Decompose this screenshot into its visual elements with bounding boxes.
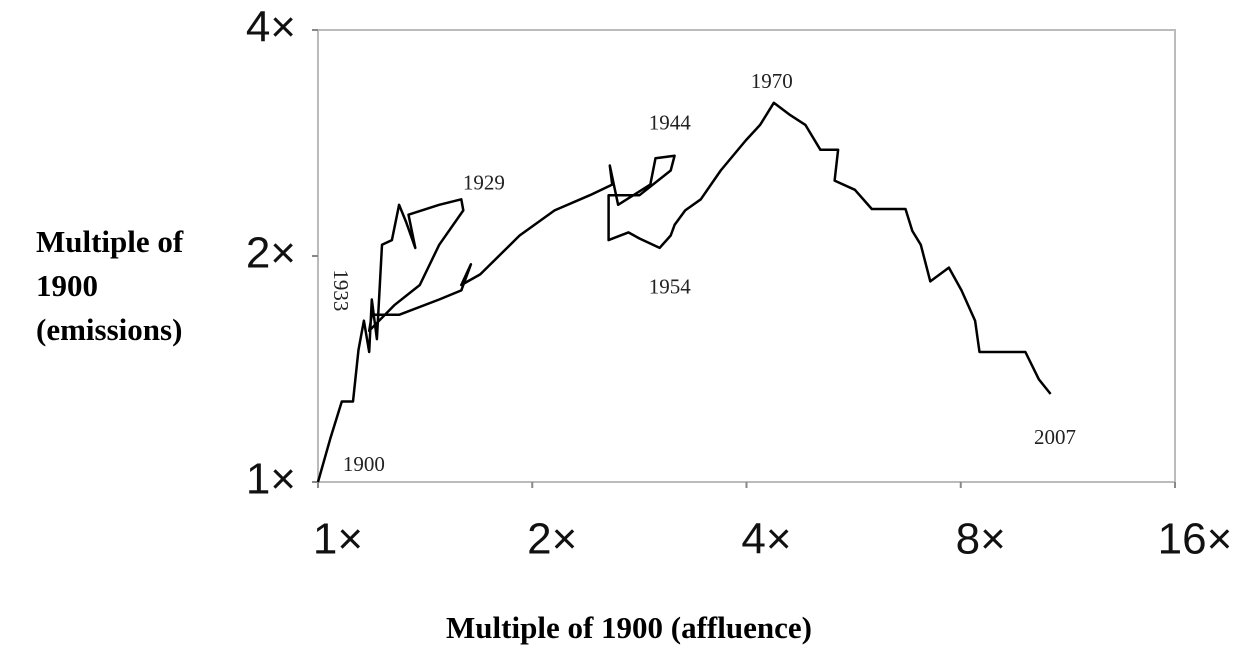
annotation: 1954 (649, 274, 692, 298)
y-tick-label: 4× (246, 3, 296, 52)
annotation: 1970 (751, 69, 793, 93)
annotation: 2007 (1034, 425, 1076, 449)
annotation: 1933 (329, 269, 353, 311)
x-tick-label: 4× (741, 515, 791, 564)
y-tick-label: 1× (246, 455, 296, 504)
plot-frame (317, 29, 1176, 483)
x-tick-label: 1× (313, 515, 363, 564)
y-tick-label: 2× (246, 229, 296, 278)
x-tick-label: 8× (956, 515, 1006, 564)
x-tick-label: 16× (1158, 515, 1233, 564)
x-axis-label: Multiple of 1900 (affluence) (446, 610, 812, 645)
x-tick-label: 2× (527, 515, 577, 564)
annotation: 1944 (649, 111, 692, 135)
annotation: 1900 (343, 452, 385, 476)
y-axis-label: Multiple of 1900 (emissions) (36, 224, 184, 347)
data-line (316, 101, 1052, 483)
annotation: 1929 (463, 170, 505, 194)
